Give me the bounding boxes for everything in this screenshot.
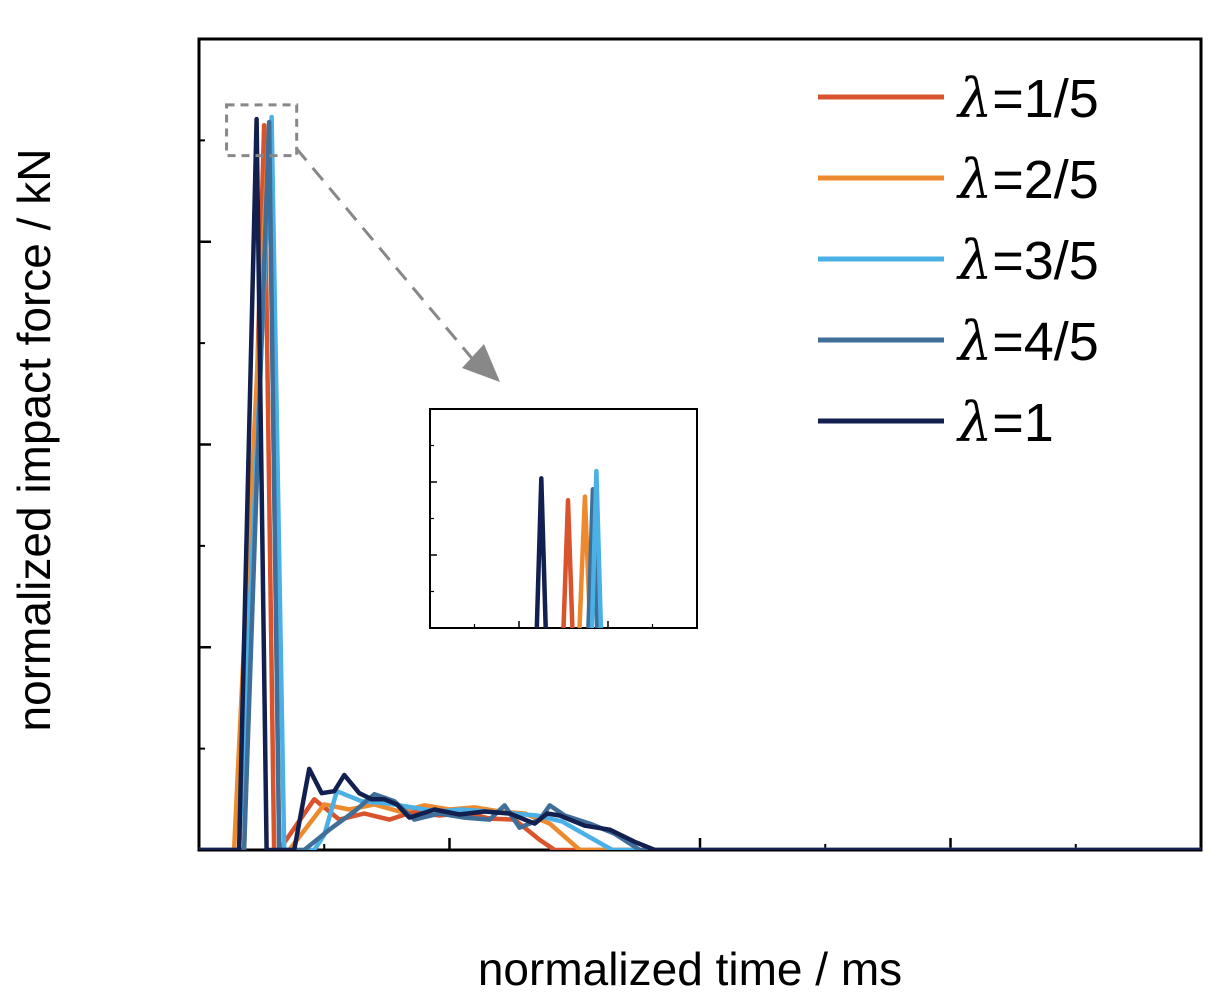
legend-entry-value: =1/5 — [992, 69, 1099, 129]
series-line — [199, 119, 1201, 850]
x-axis-title: normalized time / ms — [478, 943, 902, 992]
legend-lambda-symbol: λ — [956, 391, 992, 454]
legend-entry-label: λ=2/5 — [956, 148, 1099, 211]
zoom-callout — [225, 103, 500, 382]
legend-entry-label: λ=1 — [956, 391, 1054, 454]
inset-series-group — [534, 468, 604, 628]
inset-plot — [429, 408, 698, 629]
main-series-group — [199, 114, 1201, 850]
legend-entry-label: λ=4/5 — [956, 310, 1099, 373]
zoom-arrow-line — [294, 147, 482, 369]
legend-lambda-symbol: λ — [956, 148, 992, 211]
inset-series-peak — [589, 468, 604, 628]
inset-series-peak — [561, 498, 575, 628]
inset-series-peak — [534, 476, 548, 628]
legend-entry-value: =3/5 — [992, 231, 1099, 291]
legend: λ=1/5λ=2/5λ=3/5λ=4/5λ=1 — [818, 67, 1099, 454]
legend-entry-value: =2/5 — [992, 150, 1099, 210]
main-plot — [197, 37, 1203, 852]
legend-entry-value: =1 — [992, 393, 1054, 453]
legend-entry-label: λ=3/5 — [956, 229, 1099, 292]
legend-lambda-symbol: λ — [956, 67, 992, 130]
legend-entry-value: =4/5 — [992, 312, 1099, 372]
legend-entry-label: λ=1/5 — [956, 67, 1099, 130]
y-axis-title: normalized impact force / kN — [8, 149, 60, 732]
zoom-arrow-head — [462, 344, 500, 382]
legend-lambda-symbol: λ — [956, 229, 992, 292]
zoom-region-box — [225, 103, 299, 158]
series-line — [199, 116, 1201, 850]
series-line — [199, 114, 1201, 850]
legend-lambda-symbol: λ — [956, 310, 992, 373]
inset-series-peak — [586, 487, 600, 628]
